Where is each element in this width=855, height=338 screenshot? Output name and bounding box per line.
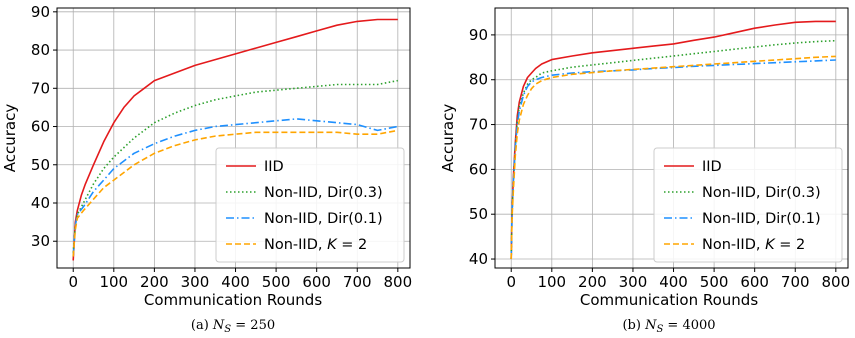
x-tick-label: 100 [99,273,128,291]
subplot-caption: (b) NS = 4000 [622,318,715,335]
y-axis-label: Accuracy [1,104,19,173]
x-axis-label: Communication Rounds [144,291,322,309]
series-line-0 [72,18,398,261]
plot-frame [56,7,411,269]
x-axis-label: Communication Rounds [580,291,758,309]
x-tick-label: 400 [659,273,688,291]
series-line-0 [510,20,836,260]
x-tick-label: 500 [262,273,291,291]
x-tick-label: 400 [221,273,250,291]
legend-label-2: Non-IID, Dir(0.1) [264,211,383,227]
legend-box [653,147,843,263]
legend: IID Non-IID, Dir(0.3) Non-IID, Dir(0.1) Non… [653,147,843,263]
x-tick-label: 0 [506,273,516,291]
y-tick-label: 80 [469,71,488,89]
y-axis-label: Accuracy [439,104,457,173]
legend-label-2: Non-IID, Dir(0.1) [702,211,821,227]
x-tick-label: 100 [537,273,566,291]
y-tick-label: 40 [31,194,50,212]
series-line-3 [72,129,398,257]
chart-panel-b: 0 100 200 300 400 500 600 700 800 40 50 60 70 80 90 Com… [439,7,851,335]
x-tick-label: 600 [302,273,331,291]
y-tick-label: 90 [469,26,488,44]
series-line-1 [72,79,398,253]
legend-label-3: Non-IID, K = 2 [264,237,367,253]
x-tick-label: 200 [578,273,607,291]
legend: IID Non-IID, Dir(0.3) Non-IID, Dir(0.1) Non… [215,147,405,263]
legend-box [215,147,405,263]
y-tick-label: 30 [31,232,50,250]
x-tick-label: 800 [822,273,851,291]
y-tick-label: 40 [469,250,488,268]
x-tick-label: 500 [700,273,729,291]
y-tick-label: 50 [469,205,488,223]
y-tick-label: 70 [469,116,488,134]
series-line-3 [510,55,836,260]
y-tick-label: 80 [31,41,50,59]
x-tick-label: 700 [343,273,372,291]
x-tick-label: 300 [181,273,210,291]
x-tick-label: 300 [619,273,648,291]
legend-label-1: Non-IID, Dir(0.3) [702,185,821,201]
x-tick-label: 800 [384,273,413,291]
x-tick-label: 0 [68,273,78,291]
x-tick-label: 200 [140,273,169,291]
legend-label-3: Non-IID, K = 2 [702,237,805,253]
subplot-caption: (a) NS = 250 [191,318,275,335]
chart-panel-a: 0 100 200 300 400 500 600 700 800 30 40 50 60 70 80 90 C… [1,3,412,335]
y-tick-label: 60 [469,160,488,178]
y-tick-label: 60 [31,118,50,136]
legend-label-0: IID [264,159,284,175]
x-tick-label: 600 [740,273,769,291]
y-tick-label: 90 [31,3,50,21]
plot-frame [494,7,849,269]
legend-label-1: Non-IID, Dir(0.3) [264,185,383,201]
x-tick-label: 700 [781,273,810,291]
legend-label-0: IID [702,159,722,175]
y-tick-label: 70 [31,79,50,97]
y-tick-label: 50 [31,156,50,174]
series-line-2 [72,118,398,257]
